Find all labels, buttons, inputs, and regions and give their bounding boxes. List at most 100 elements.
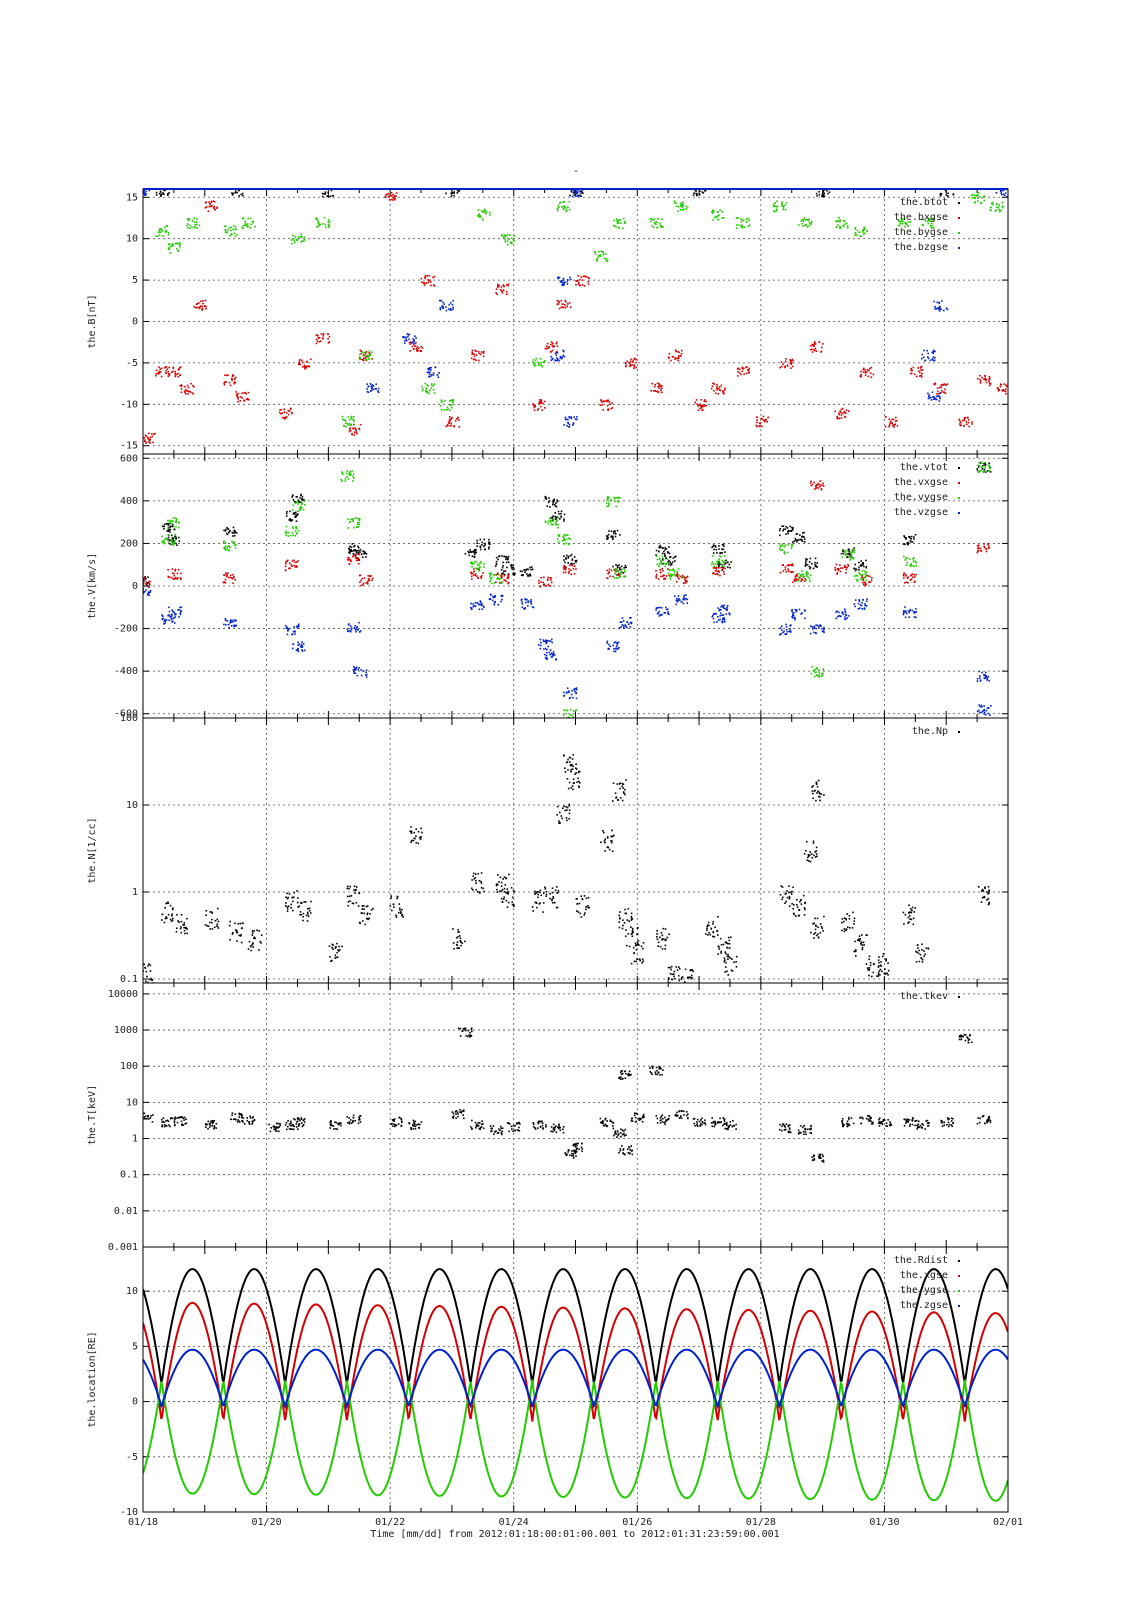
the.bzgse-point [1002,193,1005,196]
the.bzgse-point [428,376,430,378]
the.bxgse-point [351,433,354,435]
the.vygse-point [493,582,496,584]
the.vxgse-point [655,575,657,578]
the.vxgse-point [372,577,374,580]
y-tick-label: -10 [120,399,138,410]
the.vxgse-point [868,581,870,583]
the.vygse-point [711,563,713,566]
the.bygse-point [747,217,750,220]
the.bygse-point [242,227,244,229]
the.vxgse-point [540,581,542,583]
the.vzgse-point [179,606,181,609]
the.bygse-point [604,253,607,255]
the.bygse-point [160,229,163,231]
the.bxgse-point [144,439,146,441]
the.vzgse-point [658,610,660,613]
the.bygse-point [685,208,687,210]
the.Np-point [166,917,168,919]
the.bxgse-point [298,362,301,364]
the.vzgse-point [904,606,906,608]
the.bxgse-point [737,370,739,373]
the.Np-point [184,927,187,930]
the.vygse-point [498,578,500,581]
the.Np-point [170,920,173,922]
the.btot-point [945,190,948,193]
the.bygse-point [368,355,371,357]
the.btot-point [939,194,942,197]
the.vygse-point [987,464,990,466]
the.vxgse-point [791,563,794,565]
the.Np-point [458,930,460,933]
the.vxgse-point [784,568,787,571]
the.vxgse-point [675,574,677,576]
the.Np-point [186,917,188,920]
the.btot-point [155,191,158,194]
the.vzgse-point [527,601,529,604]
the.Np-point [505,899,508,902]
the.bxgse-point [937,390,939,393]
the.Np-point [536,906,538,909]
the.vzgse-point [575,687,578,689]
the.bxgse-point [201,305,204,308]
the.vxgse-point [144,578,147,581]
the.vtot-point [989,471,992,473]
the.vxgse-point [820,488,823,490]
the.bygse-point [244,223,247,225]
the.Np-point [357,905,360,907]
the.vxgse-point [910,578,913,580]
the.vzgse-point [353,627,356,629]
the.vtot-point [612,530,615,533]
the.bzgse-point [415,337,417,339]
the.bxgse-point [424,275,427,277]
the.Np-point [513,891,516,893]
the.btot-point [823,195,826,198]
the.bxgse-point [315,334,318,336]
the.vtot-point [723,563,726,565]
the.bxgse-point [477,359,480,362]
the.vtot-point [479,546,482,549]
the.bygse-point [324,223,327,226]
the.bzgse-point [561,356,564,358]
the.vtot-point [573,556,576,558]
the.vtot-point [228,530,231,533]
the.bygse-point [563,205,566,208]
the.vygse-point [290,534,292,537]
the.bygse-point [782,206,785,209]
y-tick-label: 0 [132,581,138,592]
the.bxgse-point [359,349,362,352]
the.vzgse-point [571,689,573,692]
the.vygse-point [783,551,786,553]
the.vzgse-point [608,647,610,650]
the.vygse-point [822,669,825,671]
the.bxgse-point [895,416,897,419]
the.vxgse-point [140,582,142,584]
the.bxgse-point [785,357,787,360]
the.bygse-point [808,224,811,227]
the.bxgse-point [608,401,611,403]
the.bxgse-point [1003,390,1006,392]
the.vxgse-point [223,574,225,576]
the.bxgse-point [183,390,186,392]
the.bygse-point [424,382,427,385]
the.vtot-point [667,561,670,563]
the.vtot-point [806,564,809,566]
the.vzgse-point [904,616,907,619]
the.bxgse-point [959,424,962,427]
the.Np-point [602,830,604,832]
the.bzgse-point [450,302,452,304]
the.bygse-point [165,231,168,233]
the.vzgse-point [173,622,176,624]
the.vzgse-point [905,610,907,612]
the.vtot-point [674,560,676,562]
the.bygse-point [605,259,608,262]
the.vtot-point [352,550,355,552]
the.Np-point [608,848,611,851]
the.bxgse-point [920,376,923,378]
the.bygse-point [721,211,724,213]
the.Np-point [163,921,166,924]
the.bxgse-point [557,300,560,303]
the.Np-point [458,935,461,937]
the.vzgse-point [860,604,863,607]
the.vzgse-point [297,641,299,644]
the.bxgse-point [578,282,580,284]
